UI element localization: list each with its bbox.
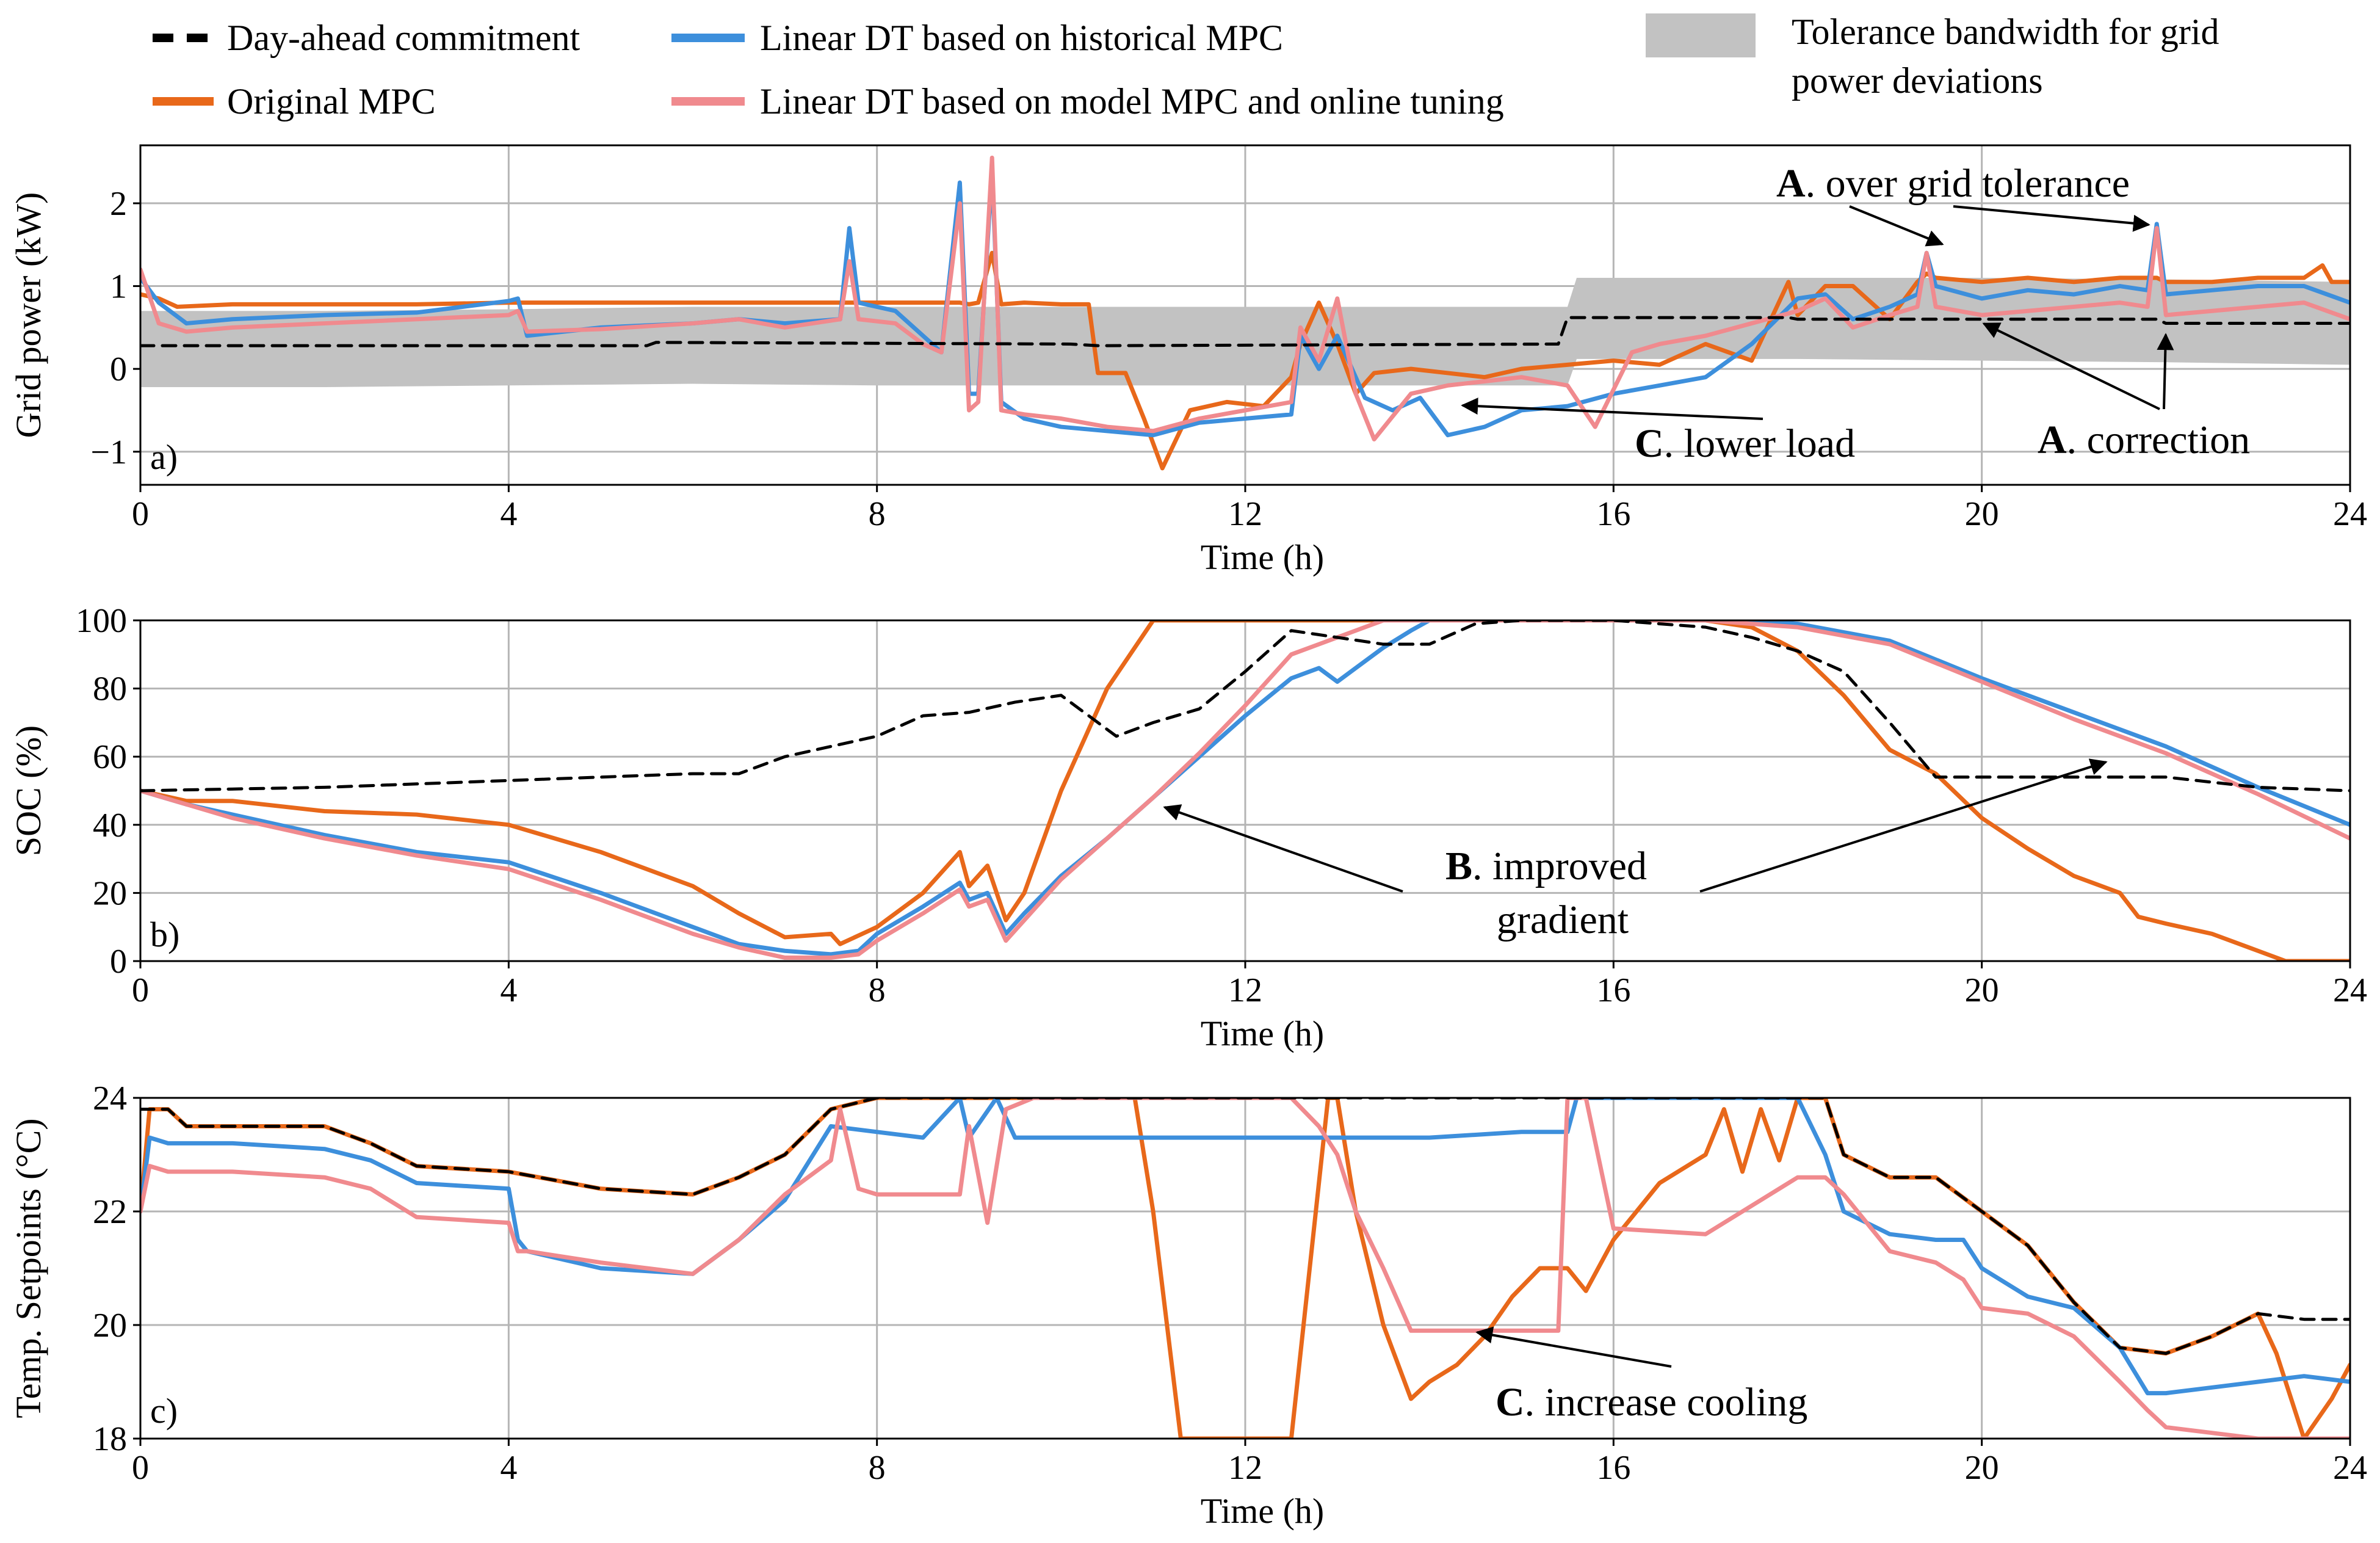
arrow-b-left bbox=[1165, 807, 1403, 891]
legend-item-model[interactable]: Linear DT based on model MPC and online … bbox=[671, 81, 1504, 122]
annot-a2-text: . correction bbox=[2067, 418, 2251, 462]
x-tick-label: 0 bbox=[132, 971, 149, 1009]
x-tick-label: 24 bbox=[2333, 971, 2367, 1009]
x-tick-label: 4 bbox=[500, 495, 517, 533]
panel-a-ylabel: Grid power (kW) bbox=[9, 192, 48, 438]
svg-text:C. lower load: C. lower load bbox=[1635, 421, 1855, 466]
annot-b-text: . improved bbox=[1472, 844, 1647, 888]
legend-label-tolerance-line2: power deviations bbox=[1792, 60, 2043, 101]
svg-text:A. over grid tolerance: A. over grid tolerance bbox=[1776, 161, 2130, 206]
svg-text:C. increase cooling: C. increase cooling bbox=[1496, 1380, 1807, 1425]
y-tick-label: 2 bbox=[110, 185, 127, 223]
panel-b-soc: 0 4 8 12 16 20 24 0 20 40 60 80 100 Time (h) SOC (%)… bbox=[9, 602, 2367, 1053]
y-tick-label: 22 bbox=[93, 1193, 127, 1231]
x-tick-label: 8 bbox=[869, 971, 886, 1009]
legend-label-hist: Linear DT based on historical MPC bbox=[760, 18, 1283, 58]
panel-b-ticks: 0 4 8 12 16 20 24 0 20 40 60 80 100 bbox=[76, 602, 2367, 1009]
legend-label-dayahead: Day-ahead commitment bbox=[227, 18, 580, 58]
annotation-increase-cooling: C. increase cooling bbox=[1477, 1332, 1807, 1425]
annotation-improved-gradient: B. improved gradient bbox=[1165, 762, 2106, 942]
panel-c-temp-setpoints: 0 4 8 12 16 20 24 18 20 22 24 Time (h) Temp. Setpo… bbox=[9, 1080, 2367, 1531]
panel-c-label: c) bbox=[150, 1391, 178, 1431]
x-tick-label: 20 bbox=[1965, 971, 1999, 1009]
y-tick-label: 40 bbox=[93, 807, 127, 844]
legend-item-dayahead[interactable]: Day-ahead commitment bbox=[153, 18, 580, 58]
y-tick-label: 20 bbox=[93, 1307, 127, 1345]
y-tick-label: −1 bbox=[90, 434, 127, 471]
legend-label-tolerance: Tolerance bandwidth for grid bbox=[1792, 12, 2219, 52]
panel-b-ylabel: SOC (%) bbox=[9, 725, 48, 856]
x-tick-label: 0 bbox=[132, 495, 149, 533]
annotation-lower-load: C. lower load bbox=[1463, 405, 1855, 466]
figure: Day-ahead commitment Original MPC Linear… bbox=[0, 0, 2380, 1543]
x-tick-label: 20 bbox=[1965, 495, 1999, 533]
annot-a2-letter: A bbox=[2038, 418, 2067, 462]
annot-c2-letter: C bbox=[1496, 1380, 1525, 1425]
legend-label-original: Original MPC bbox=[227, 81, 436, 122]
legend-item-original[interactable]: Original MPC bbox=[153, 81, 436, 122]
x-tick-label: 16 bbox=[1596, 971, 1630, 1009]
panel-c-xlabel: Time (h) bbox=[1201, 1491, 1325, 1531]
panel-a-label: a) bbox=[150, 437, 178, 477]
annot-b-letter: B bbox=[1445, 844, 1472, 888]
x-tick-label: 16 bbox=[1596, 1449, 1630, 1487]
arrow-a1-left bbox=[1850, 206, 1942, 244]
panel-c-ylabel: Temp. Setpoints (°C) bbox=[9, 1118, 48, 1418]
annot-c2-text: . increase cooling bbox=[1525, 1380, 1808, 1425]
y-tick-label: 20 bbox=[93, 874, 127, 912]
x-tick-label: 16 bbox=[1596, 495, 1630, 533]
panel-b-label: b) bbox=[150, 915, 179, 954]
x-tick-label: 8 bbox=[869, 495, 886, 533]
x-tick-label: 8 bbox=[869, 1449, 886, 1487]
x-tick-label: 4 bbox=[500, 971, 517, 1009]
x-tick-label: 24 bbox=[2333, 1449, 2367, 1487]
legend-item-tolerance[interactable]: Tolerance bandwidth for grid power devia… bbox=[1646, 12, 2219, 101]
x-tick-label: 0 bbox=[132, 1449, 149, 1487]
panel-c-grid bbox=[140, 1098, 2350, 1439]
y-tick-label: 100 bbox=[76, 602, 127, 640]
x-tick-label: 12 bbox=[1228, 495, 1262, 533]
x-tick-label: 12 bbox=[1228, 1449, 1262, 1487]
annot-c1-letter: C bbox=[1635, 421, 1664, 466]
annotation-over-grid-tolerance: A. over grid tolerance bbox=[1776, 161, 2149, 244]
panel-c-ticks: 0 4 8 12 16 20 24 18 20 22 24 bbox=[93, 1080, 2367, 1487]
annot-b-line2: gradient bbox=[1497, 898, 1629, 942]
y-tick-label: 24 bbox=[93, 1080, 127, 1117]
legend: Day-ahead commitment Original MPC Linear… bbox=[153, 12, 2219, 122]
annot-a1-letter: A bbox=[1776, 161, 1806, 206]
x-tick-label: 24 bbox=[2333, 495, 2367, 533]
y-tick-label: 60 bbox=[93, 738, 127, 776]
y-tick-label: 1 bbox=[110, 268, 127, 306]
legend-swatch-tolerance bbox=[1646, 13, 1756, 57]
y-tick-label: 80 bbox=[93, 670, 127, 708]
y-tick-label: 0 bbox=[110, 350, 127, 388]
arrow-c2 bbox=[1477, 1332, 1671, 1367]
legend-label-model: Linear DT based on model MPC and online … bbox=[760, 81, 1504, 122]
svg-text:B. improved: B. improved bbox=[1445, 844, 1647, 888]
panel-a-xlabel: Time (h) bbox=[1201, 537, 1325, 577]
x-tick-label: 4 bbox=[500, 1449, 517, 1487]
y-tick-label: 18 bbox=[93, 1420, 127, 1458]
arrow-b-right bbox=[1700, 762, 2106, 891]
y-tick-label: 0 bbox=[110, 943, 127, 981]
x-tick-label: 12 bbox=[1228, 971, 1262, 1009]
legend-item-hist[interactable]: Linear DT based on historical MPC bbox=[671, 18, 1283, 58]
panel-b-xlabel: Time (h) bbox=[1201, 1014, 1325, 1053]
x-tick-label: 20 bbox=[1965, 1449, 1999, 1487]
annot-c1-text: . lower load bbox=[1664, 421, 1855, 466]
svg-text:A. correction: A. correction bbox=[2038, 418, 2250, 462]
annot-a1-text: . over grid tolerance bbox=[1806, 161, 2130, 206]
